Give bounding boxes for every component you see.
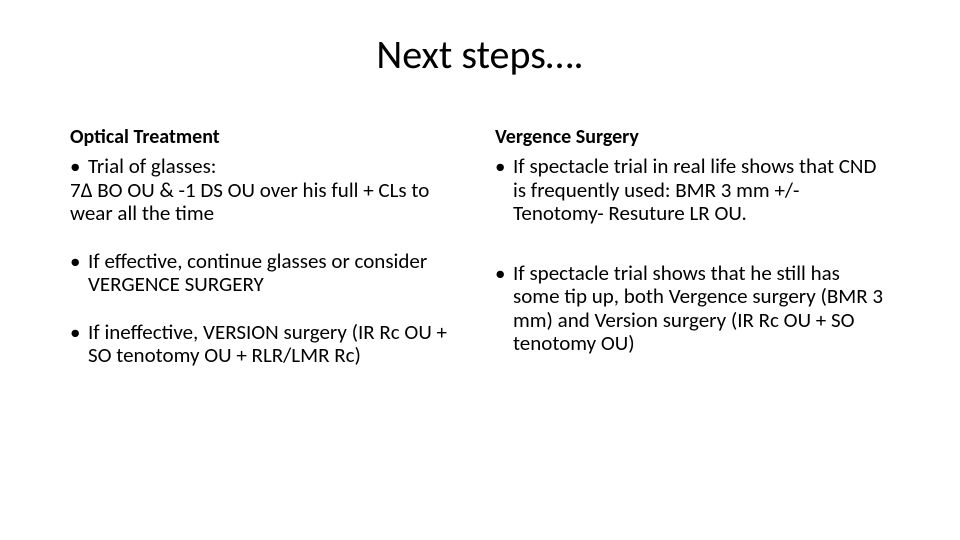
- left-column: Optical Treatment • Trial of glasses: 7∆…: [70, 125, 465, 392]
- right-column: Vergence Surgery • If spectacle trial in…: [495, 125, 890, 392]
- right-bullet-1: • If spectacle trial in real life shows …: [495, 155, 890, 226]
- left-bullet-3: • If ineffective, VERSION surgery (IR Rc…: [70, 321, 465, 368]
- left-bullet-1-line1: Trial of glasses:: [88, 155, 216, 179]
- columns: Optical Treatment • Trial of glasses: 7∆…: [70, 125, 890, 392]
- left-bullet-2-text: If effective, continue glasses or consid…: [88, 250, 465, 297]
- bullet-mark-icon: •: [495, 262, 513, 356]
- right-bullet-1-text: If spectacle trial in real life shows th…: [513, 155, 890, 226]
- left-heading: Optical Treatment: [70, 125, 465, 149]
- slide-title: Next steps….: [70, 30, 890, 79]
- left-bullet-3-text: If ineffective, VERSION surgery (IR Rc O…: [88, 321, 465, 368]
- bullet-mark-icon: •: [70, 155, 88, 179]
- bullet-mark-icon: •: [495, 155, 513, 226]
- left-bullet-1: • Trial of glasses: 7∆ BO OU & -1 DS OU …: [70, 155, 465, 226]
- left-bullet-2: • If effective, continue glasses or cons…: [70, 250, 465, 297]
- right-heading: Vergence Surgery: [495, 125, 890, 149]
- bullet-mark-icon: •: [70, 321, 88, 368]
- right-bullet-2-text: If spectacle trial shows that he still h…: [513, 262, 890, 356]
- left-bullet-1-line2: 7∆ BO OU & -1 DS OU over his full + CLs …: [70, 179, 465, 226]
- slide: Next steps…. Optical Treatment • Trial o…: [0, 0, 960, 540]
- bullet-mark-icon: •: [70, 250, 88, 297]
- right-bullet-2: • If spectacle trial shows that he still…: [495, 262, 890, 356]
